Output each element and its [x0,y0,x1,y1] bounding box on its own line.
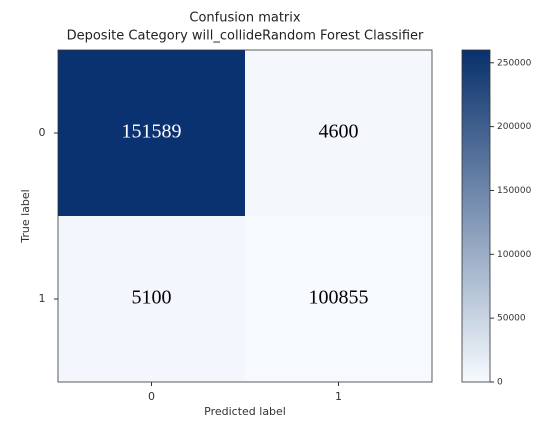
y-tick-label: 0 [39,126,46,139]
colorbar-tick-label: 100000 [497,250,532,260]
colorbar-tick-label: 0 [497,378,503,388]
cell-value: 4600 [319,121,359,143]
cell-value: 5100 [132,287,172,309]
heatmap-cell [245,50,432,216]
x-axis-label: Predicted label [204,405,286,418]
heatmap-cell [58,216,245,382]
heatmap-cell [245,216,432,382]
colorbar-tick-label: 150000 [497,186,532,196]
plot-frame [57,49,433,383]
colorbar [461,49,491,383]
colorbar-tick-label: 50000 [497,314,526,324]
heatmap-cell [58,50,245,216]
cell-value: 151589 [122,121,182,143]
colorbar-tick-label: 200000 [497,122,532,132]
y-axis-label: True label [19,189,32,243]
colorbar-tick-label: 250000 [497,58,532,68]
x-tick-label: 0 [148,390,155,403]
chart-title: Confusion matrix [189,11,300,26]
chart-subtitle: Deposite Category will_collideRandom For… [67,29,424,44]
cell-value: 100855 [309,287,369,309]
x-tick-label: 1 [335,390,342,403]
y-tick-label: 1 [39,292,46,305]
